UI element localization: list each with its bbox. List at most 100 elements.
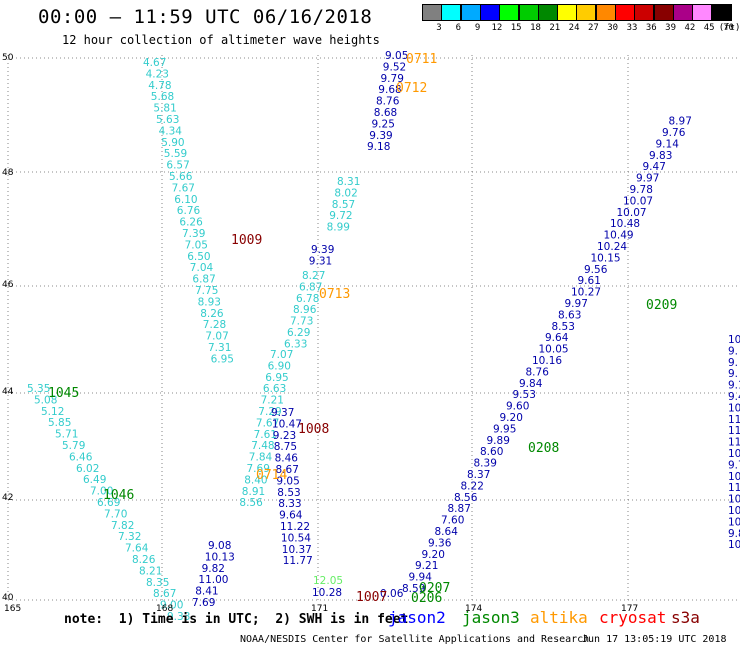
wave-height-reading: 6.87 bbox=[299, 281, 322, 293]
wave-height-reading: 0.06 bbox=[380, 588, 404, 600]
longitude-tick: 165 bbox=[4, 604, 21, 614]
wave-height-reading: 7.07 bbox=[270, 349, 293, 361]
wave-height-reading: 6.49 bbox=[83, 474, 106, 486]
wave-height-reading: 4.34 bbox=[159, 125, 183, 137]
legend-value: 39 bbox=[665, 23, 677, 33]
wave-height-reading: 6.10 bbox=[174, 194, 197, 206]
wave-height-reading: 8.40 bbox=[244, 474, 267, 486]
wave-height-reading: 10.36 bbox=[728, 494, 740, 506]
footer-credit: NOAA/NESDIS Center for Satellite Applica… bbox=[240, 634, 590, 645]
wave-height-reading: 7.21 bbox=[261, 395, 284, 407]
wave-height-reading: 10.47 bbox=[272, 418, 302, 430]
wave-height-reading: 10.47 bbox=[728, 471, 740, 483]
wave-height-reading: 9.97 bbox=[565, 298, 588, 310]
legend-value: 21 bbox=[549, 23, 561, 33]
pass-time-label: 0711 bbox=[406, 52, 437, 67]
wave-height-reading: 9.82 bbox=[202, 563, 225, 575]
wave-height-reading: 6.69 bbox=[97, 497, 120, 509]
wave-height-reading: 9.89 bbox=[487, 435, 510, 447]
wave-height-reading: 9.20 bbox=[422, 549, 445, 561]
wave-height-reading: 10.13 bbox=[205, 551, 235, 563]
wave-height-reading: 7.60 bbox=[441, 515, 464, 527]
wave-height-reading: 10.16 bbox=[532, 355, 562, 367]
wave-height-reading: 8.63 bbox=[558, 309, 581, 321]
wave-height-reading: 10.08 bbox=[728, 448, 740, 460]
wave-height-reading: 6.76 bbox=[177, 205, 201, 217]
pass-time-label: 0208 bbox=[528, 441, 559, 456]
wave-height-reading: 7.28 bbox=[203, 319, 226, 331]
wave-height-reading: 8.26 bbox=[200, 308, 224, 320]
wave-height-reading: 8.75 bbox=[274, 441, 297, 453]
wave-height-reading: 7.69 bbox=[247, 463, 270, 475]
wave-height-reading: 6.33 bbox=[284, 338, 307, 350]
legend-swatch bbox=[479, 4, 500, 21]
wave-height-reading: 10.24 bbox=[597, 241, 627, 253]
wave-height-reading: 7.32 bbox=[118, 531, 141, 543]
wave-height-reading: 9.36 bbox=[428, 537, 452, 549]
wave-height-reading: 9.84 bbox=[519, 378, 543, 390]
mission-label: s3a bbox=[671, 608, 700, 627]
wave-height-reading: 10.07 bbox=[617, 207, 647, 219]
wave-height-reading: 8.57 bbox=[332, 199, 355, 211]
wave-height-reading: 6.46 bbox=[69, 451, 93, 463]
wave-height-reading: 11.77 bbox=[283, 555, 313, 567]
wave-height-reading: 9.72 bbox=[329, 210, 352, 222]
wave-height-reading: 7.48 bbox=[251, 440, 274, 452]
wave-height-reading: 8.64 bbox=[435, 526, 459, 538]
wave-height-reading: 5.66 bbox=[169, 171, 193, 183]
latitude-tick: 40 bbox=[2, 593, 14, 603]
legend-swatch bbox=[595, 4, 616, 21]
wave-height-reading: 9.64 bbox=[279, 510, 303, 522]
wave-height-reading: 4.23 bbox=[146, 68, 169, 80]
wave-height-reading: 10.96 bbox=[728, 539, 740, 551]
wave-height-reading: 9.47 bbox=[643, 161, 666, 173]
wave-height-reading: 8.39 bbox=[474, 458, 497, 470]
wave-height-reading: 7.05 bbox=[185, 239, 208, 251]
wave-height-reading: 9.64 bbox=[545, 332, 569, 344]
wave-height-reading: 8.31 bbox=[337, 176, 360, 188]
wave-height-reading: 9.84 bbox=[728, 528, 740, 540]
wave-height-reading: 7.69 bbox=[192, 597, 215, 609]
wave-height-reading: 9. bbox=[728, 368, 738, 380]
wave-height-reading: 8.76 bbox=[526, 366, 550, 378]
wave-height-reading: 9.52 bbox=[383, 61, 406, 73]
wave-height-reading: 7.29 bbox=[258, 406, 281, 418]
wave-height-reading: 8.56 bbox=[454, 492, 478, 504]
wave-height-reading: 5.79 bbox=[62, 440, 85, 452]
wave-height-reading: 9.68 bbox=[378, 84, 401, 96]
wave-height-reading: 8.46 bbox=[275, 453, 299, 465]
pass-time-label: 0712 bbox=[396, 81, 427, 96]
pass-time-labels: 0711 0712 1009 0713 1008 0714 1045 1046 0209 0208… bbox=[48, 52, 677, 606]
legend-swatch bbox=[653, 4, 674, 21]
latitude-tick: 50 bbox=[2, 53, 14, 63]
map-subtitle: 12 hour collection of altimeter wave hei… bbox=[62, 33, 380, 47]
lat-lon-grid bbox=[7, 55, 740, 601]
legend-value: 12 bbox=[491, 23, 503, 33]
wave-height-reading: 6.57 bbox=[166, 160, 189, 172]
wave-height-reading: 10.15 bbox=[591, 252, 621, 264]
wave-height-reading: 11.8 bbox=[728, 425, 740, 437]
wave-height-reading: 9.05 bbox=[385, 50, 408, 62]
wave-height-reading: 9.71 bbox=[728, 459, 740, 471]
wave-height-reading: 5.81 bbox=[153, 103, 176, 115]
wave-height-reading: 9.79 bbox=[381, 73, 404, 85]
pass-time-label: 1045 bbox=[48, 386, 79, 401]
wave-height-reading: 5.35 bbox=[27, 383, 50, 395]
wave-height-reading: 10 bbox=[728, 334, 740, 346]
wave-height-reading: 6.95 bbox=[265, 372, 288, 384]
wave-height-reading: 9.4 bbox=[728, 391, 740, 403]
wave-height-reading: 8.76 bbox=[376, 96, 400, 108]
pass-time-label: 1008 bbox=[298, 422, 329, 437]
wave-height-reading: 7.75 bbox=[195, 285, 218, 297]
wave-height-reading: 10.49 bbox=[604, 230, 634, 242]
wave-height-reading: 8.59 bbox=[402, 583, 425, 595]
wave-height-reading: 5.71 bbox=[55, 429, 78, 441]
wave-height-reading: 9.97 bbox=[636, 173, 659, 185]
wave-height-reading: 7.70 bbox=[104, 508, 127, 520]
wave-height-reading: 8.67 bbox=[153, 588, 176, 600]
legend-swatch bbox=[557, 4, 578, 21]
wave-height-reading: 7.07 bbox=[205, 331, 228, 343]
wave-height-reading: 9.60 bbox=[506, 401, 529, 413]
wave-height-reading: 7.67 bbox=[172, 182, 195, 194]
wave-height-reading: 10.05 bbox=[539, 344, 569, 356]
